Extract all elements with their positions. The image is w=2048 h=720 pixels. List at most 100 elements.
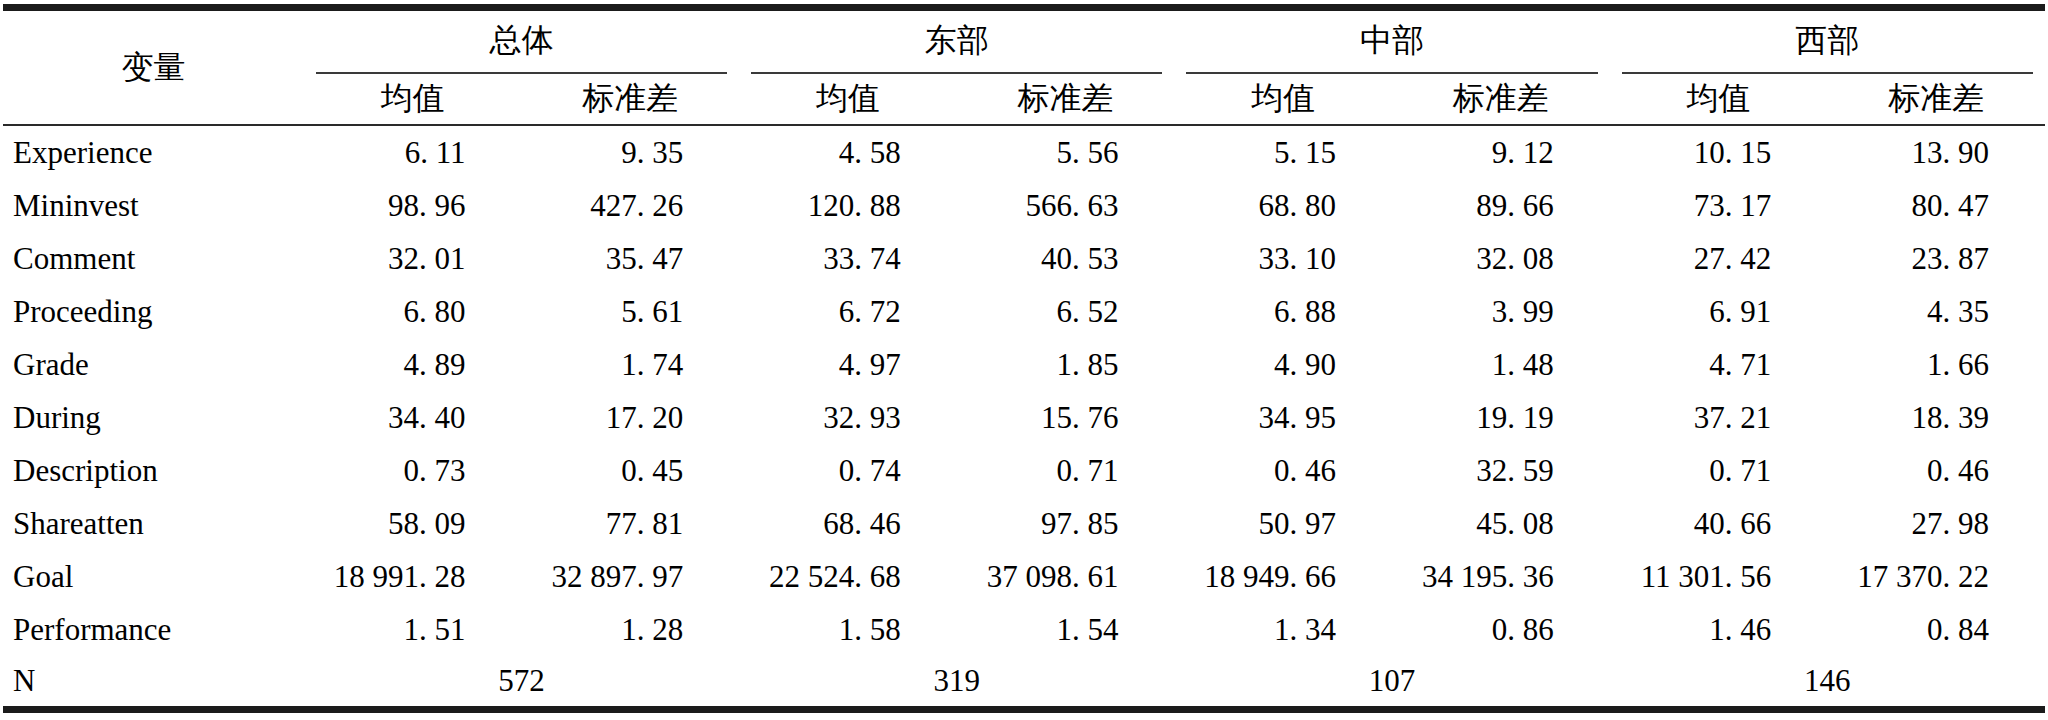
value-cell: 5. 61: [522, 285, 740, 338]
value-cell: 9. 12: [1392, 125, 1610, 179]
value-cell: 97. 85: [957, 497, 1175, 550]
value-cell: 1. 58: [739, 603, 957, 656]
value-cell: 80. 47: [1827, 179, 2045, 232]
value-cell: 32. 01: [304, 232, 522, 285]
value-cell: 0. 46: [1174, 444, 1392, 497]
value-cell: 32. 93: [739, 391, 957, 444]
mean-header: 均值: [1174, 74, 1392, 125]
value-cell: 566. 63: [957, 179, 1175, 232]
n-value-central: 107: [1174, 656, 1609, 706]
value-cell: 50. 97: [1174, 497, 1392, 550]
value-cell: 1. 66: [1827, 338, 2045, 391]
value-cell: 15. 76: [957, 391, 1175, 444]
value-cell: 1. 54: [957, 603, 1175, 656]
sd-header: 标准差: [522, 74, 740, 125]
group-label-central: 中部: [1186, 11, 1597, 74]
table-row: During 34. 40 17. 20 32. 93 15. 76 34. 9…: [3, 391, 2045, 444]
value-cell: 40. 66: [1610, 497, 1828, 550]
value-cell: 37 098. 61: [957, 550, 1175, 603]
value-cell: 6. 52: [957, 285, 1175, 338]
value-cell: 13. 90: [1827, 125, 2045, 179]
variable-name-cell: Proceeding: [3, 285, 304, 338]
group-header-overall: 总体: [304, 11, 739, 74]
variable-name-cell: Mininvest: [3, 179, 304, 232]
value-cell: 0. 73: [304, 444, 522, 497]
table-row: Experience 6. 11 9. 35 4. 58 5. 56 5. 15…: [3, 125, 2045, 179]
value-cell: 4. 71: [1610, 338, 1828, 391]
value-cell: 98. 96: [304, 179, 522, 232]
sd-header: 标准差: [1392, 74, 1610, 125]
table-row: Shareatten 58. 09 77. 81 68. 46 97. 85 5…: [3, 497, 2045, 550]
stats-table: 变量 总体 东部 中部 西部 均值 标准差 均值 标准差 均值: [3, 11, 2045, 706]
value-cell: 32. 59: [1392, 444, 1610, 497]
value-cell: 4. 97: [739, 338, 957, 391]
value-cell: 37. 21: [1610, 391, 1828, 444]
value-cell: 1. 46: [1610, 603, 1828, 656]
variable-column-header: 变量: [3, 11, 304, 125]
value-cell: 4. 90: [1174, 338, 1392, 391]
variable-name-cell: Performance: [3, 603, 304, 656]
value-cell: 27. 98: [1827, 497, 2045, 550]
value-cell: 5. 56: [957, 125, 1175, 179]
variable-name-cell: During: [3, 391, 304, 444]
value-cell: 45. 08: [1392, 497, 1610, 550]
value-cell: 6. 72: [739, 285, 957, 338]
value-cell: 68. 80: [1174, 179, 1392, 232]
value-cell: 0. 71: [1610, 444, 1828, 497]
value-cell: 40. 53: [957, 232, 1175, 285]
group-label-west: 西部: [1622, 11, 2033, 74]
value-cell: 35. 47: [522, 232, 740, 285]
table-row: Grade 4. 89 1. 74 4. 97 1. 85 4. 90 1. 4…: [3, 338, 2045, 391]
group-header-central: 中部: [1174, 11, 1609, 74]
value-cell: 4. 89: [304, 338, 522, 391]
mean-header: 均值: [304, 74, 522, 125]
value-cell: 33. 10: [1174, 232, 1392, 285]
value-cell: 18 991. 28: [304, 550, 522, 603]
value-cell: 1. 51: [304, 603, 522, 656]
n-value-overall: 572: [304, 656, 739, 706]
value-cell: 3. 99: [1392, 285, 1610, 338]
value-cell: 120. 88: [739, 179, 957, 232]
table-row: Goal 18 991. 28 32 897. 97 22 524. 68 37…: [3, 550, 2045, 603]
value-cell: 6. 91: [1610, 285, 1828, 338]
variable-name-cell: Experience: [3, 125, 304, 179]
sub-header-row: 均值 标准差 均值 标准差 均值 标准差 均值 标准差: [3, 74, 2045, 125]
value-cell: 17 370. 22: [1827, 550, 2045, 603]
mean-header: 均值: [739, 74, 957, 125]
value-cell: 6. 88: [1174, 285, 1392, 338]
value-cell: 22 524. 68: [739, 550, 957, 603]
value-cell: 11 301. 56: [1610, 550, 1828, 603]
table-row: Performance 1. 51 1. 28 1. 58 1. 54 1. 3…: [3, 603, 2045, 656]
variable-name-cell: Grade: [3, 338, 304, 391]
value-cell: 1. 85: [957, 338, 1175, 391]
value-cell: 73. 17: [1610, 179, 1828, 232]
n-value-east: 319: [739, 656, 1174, 706]
table-row: Mininvest 98. 96 427. 26 120. 88 566. 63…: [3, 179, 2045, 232]
value-cell: 1. 74: [522, 338, 740, 391]
variable-name-cell: Description: [3, 444, 304, 497]
value-cell: 19. 19: [1392, 391, 1610, 444]
variable-name-cell: Shareatten: [3, 497, 304, 550]
value-cell: 427. 26: [522, 179, 740, 232]
value-cell: 33. 74: [739, 232, 957, 285]
n-value-west: 146: [1610, 656, 2045, 706]
value-cell: 17. 20: [522, 391, 740, 444]
value-cell: 18 949. 66: [1174, 550, 1392, 603]
group-label-east: 东部: [751, 11, 1162, 74]
value-cell: 5. 15: [1174, 125, 1392, 179]
value-cell: 0. 84: [1827, 603, 2045, 656]
variable-name-cell: Comment: [3, 232, 304, 285]
value-cell: 4. 35: [1827, 285, 2045, 338]
value-cell: 23. 87: [1827, 232, 2045, 285]
value-cell: 1. 34: [1174, 603, 1392, 656]
descriptive-statistics-table: 变量 总体 东部 中部 西部 均值 标准差 均值 标准差 均值: [3, 4, 2045, 713]
value-cell: 4. 58: [739, 125, 957, 179]
table-row: Proceeding 6. 80 5. 61 6. 72 6. 52 6. 88…: [3, 285, 2045, 338]
group-header-east: 东部: [739, 11, 1174, 74]
value-cell: 1. 28: [522, 603, 740, 656]
value-cell: 0. 71: [957, 444, 1175, 497]
value-cell: 68. 46: [739, 497, 957, 550]
sample-size-row: N 572 319 107 146: [3, 656, 2045, 706]
value-cell: 1. 48: [1392, 338, 1610, 391]
table-row: Description 0. 73 0. 45 0. 74 0. 71 0. 4…: [3, 444, 2045, 497]
